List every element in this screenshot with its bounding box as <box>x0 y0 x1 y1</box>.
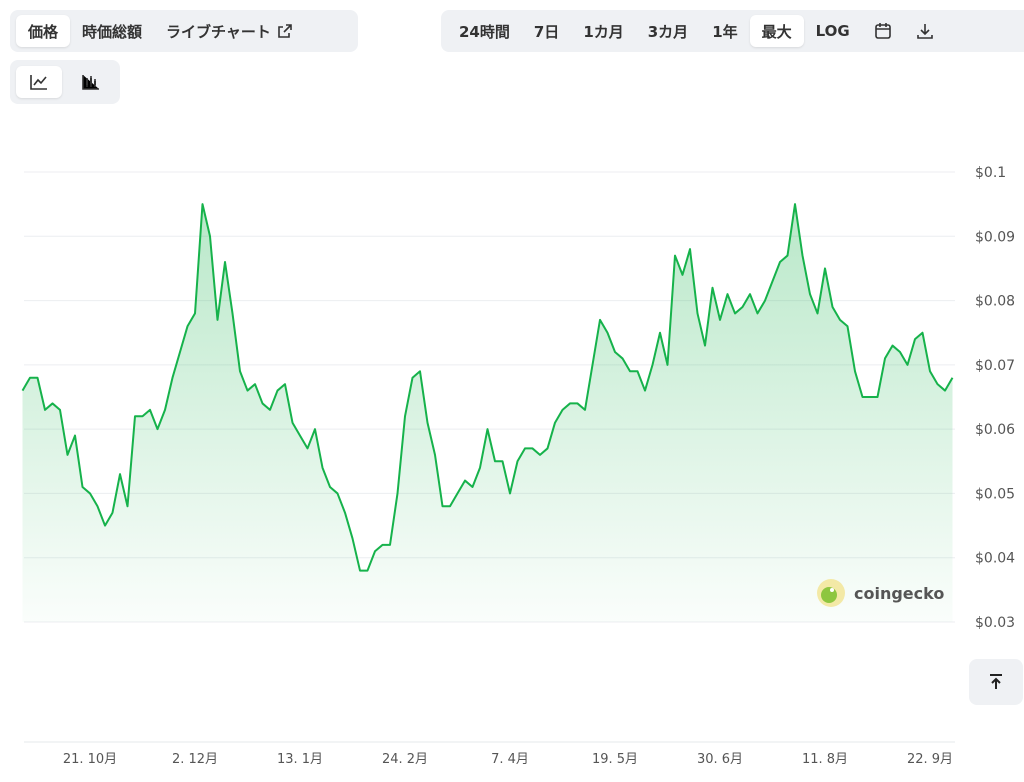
tab[interactable]: 価格 <box>16 15 71 47</box>
range-button[interactable]: 3カ月 <box>647 22 689 41</box>
range-button[interactable]: 1カ月 <box>583 22 624 41</box>
arrow-up-icon <box>990 674 1002 689</box>
calendar-icon <box>874 23 891 39</box>
x-tick-label: 7. 4月 <box>491 752 529 767</box>
x-tick-label: 2. 12月 <box>172 752 218 767</box>
tab-group: 価格 時価総額 ライブチャート <box>10 10 358 52</box>
x-tick-label: 24. 2月 <box>382 752 428 767</box>
y-tick-label: $0.07 <box>975 358 1015 374</box>
external-icon <box>278 24 292 38</box>
x-tick-label: 22. 9月 <box>907 752 953 767</box>
x-tick-label: 19. 5月 <box>592 752 638 767</box>
price-area <box>22 204 953 622</box>
x-tick-label: 21. 10月 <box>63 752 117 767</box>
y-tick-label: $0.03 <box>975 615 1015 631</box>
chart-type-group <box>10 60 120 104</box>
download-icon <box>916 24 933 39</box>
candle-type-button[interactable] <box>68 66 114 98</box>
y-tick-label: $0.09 <box>975 229 1015 245</box>
y-tick-label: $0.06 <box>975 422 1015 438</box>
watermark-text: coingecko <box>854 584 944 603</box>
range-button[interactable]: 24時間 <box>459 22 510 41</box>
range-button[interactable]: 7日 <box>533 22 560 41</box>
x-tick-label: 11. 8月 <box>802 752 848 767</box>
log-button[interactable]: LOG <box>815 22 850 40</box>
range-button[interactable]: 1年 <box>712 22 738 41</box>
tab[interactable]: ライブチャート <box>154 15 305 47</box>
x-tick-label: 13. 1月 <box>277 752 323 767</box>
candle-icon <box>82 75 99 90</box>
y-tick-label: $0.04 <box>975 551 1015 567</box>
line-type-button[interactable] <box>16 66 62 98</box>
x-tick-label: 30. 6月 <box>697 752 743 767</box>
watermark: coingecko <box>817 579 944 607</box>
tab-label: ライブチャート <box>166 22 271 41</box>
range-group: 24時間 7日 1カ月 3カ月 1年 最大 LOG <box>441 10 1024 52</box>
range-button[interactable]: 最大 <box>749 15 804 47</box>
line-icon <box>30 75 47 90</box>
scroll-top-button[interactable] <box>969 659 1023 705</box>
y-tick-label: $0.05 <box>975 486 1015 502</box>
tab[interactable]: 時価総額 <box>82 22 143 41</box>
calendar-button[interactable] <box>862 15 904 47</box>
y-tick-label: $0.1 <box>975 165 1006 181</box>
download-button[interactable] <box>904 15 946 47</box>
price-line <box>21 203 954 572</box>
y-tick-label: $0.08 <box>975 294 1015 310</box>
